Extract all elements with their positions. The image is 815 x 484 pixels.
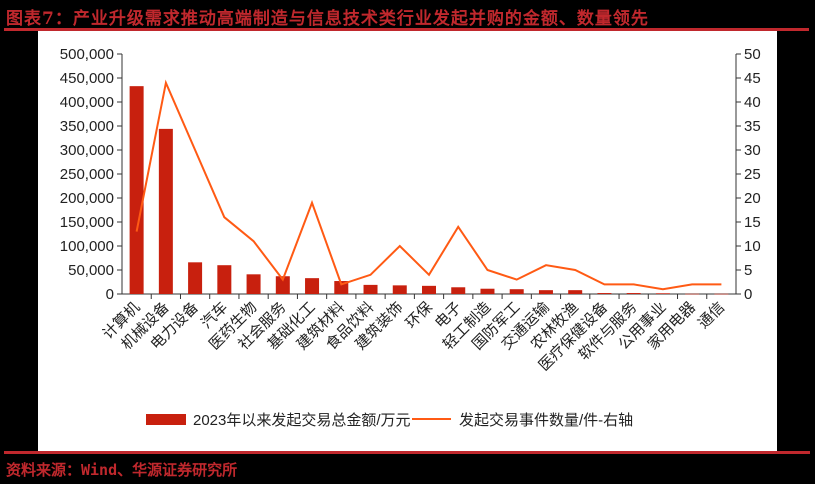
bar bbox=[422, 285, 436, 294]
left-tick-label: 450,000 bbox=[60, 70, 114, 87]
figure-title: 图表7：产业升级需求推动高端制造与信息技术类行业发起并购的金额、数量领先 bbox=[6, 9, 649, 29]
source-rule bbox=[4, 451, 810, 454]
right-tick-label: 40 bbox=[744, 94, 761, 111]
legend-line-label: 发起交易事件数量/件-右轴 bbox=[459, 411, 633, 429]
title-rule bbox=[4, 28, 809, 31]
left-tick-label: 0 bbox=[106, 286, 114, 303]
legend-bar-swatch bbox=[146, 414, 186, 425]
combo-chart: 0 50,000 100,000 150,000 200,000 250,000 300,0… bbox=[60, 46, 761, 429]
category-label: 环保 bbox=[403, 299, 436, 332]
bar bbox=[538, 290, 553, 294]
left-tick-label: 500,000 bbox=[60, 46, 114, 63]
bar bbox=[392, 285, 407, 294]
right-tick-label: 5 bbox=[744, 262, 752, 279]
bar bbox=[305, 278, 320, 294]
left-tick-label: 200,000 bbox=[60, 190, 114, 207]
left-tick-label: 400,000 bbox=[60, 94, 114, 111]
bar bbox=[217, 265, 232, 294]
right-tick-label: 45 bbox=[744, 70, 761, 87]
bar bbox=[714, 293, 729, 295]
right-tick-label: 50 bbox=[744, 46, 761, 63]
bar bbox=[275, 276, 290, 294]
right-tick-label: 20 bbox=[744, 190, 761, 207]
bar bbox=[685, 293, 700, 295]
left-tick-label: 250,000 bbox=[60, 166, 114, 183]
left-tick-label: 350,000 bbox=[60, 118, 114, 135]
legend-bar-label: 2023年以来发起交易总金额/万元 bbox=[193, 411, 411, 429]
bar bbox=[509, 289, 524, 294]
bar bbox=[568, 290, 583, 294]
count-line bbox=[135, 79, 722, 291]
left-tick-label: 50,000 bbox=[68, 262, 114, 279]
right-tick-label: 15 bbox=[744, 214, 761, 231]
bar bbox=[158, 128, 173, 294]
bar bbox=[655, 293, 670, 294]
bar bbox=[626, 293, 641, 294]
left-tick-label: 150,000 bbox=[60, 214, 114, 231]
right-tick-label: 0 bbox=[744, 286, 752, 303]
right-tick-label: 30 bbox=[744, 142, 761, 159]
bar bbox=[597, 293, 612, 294]
bar bbox=[129, 86, 144, 294]
right-tick-label: 10 bbox=[744, 238, 761, 255]
left-tick-label: 100,000 bbox=[60, 238, 114, 255]
right-tick-label: 25 bbox=[744, 166, 761, 183]
bar bbox=[246, 274, 261, 294]
chart-panel: 0 50,000 100,000 150,000 200,000 250,000 300,0… bbox=[38, 31, 777, 451]
category-label: 通信 bbox=[695, 299, 728, 332]
bar bbox=[363, 284, 378, 294]
right-tick-label: 35 bbox=[744, 118, 761, 135]
bar bbox=[188, 262, 203, 294]
bar bbox=[451, 287, 466, 294]
bar bbox=[480, 288, 495, 294]
source-note: 资料来源：Wind、华源证券研究所 bbox=[6, 461, 238, 479]
left-tick-label: 300,000 bbox=[60, 142, 114, 159]
